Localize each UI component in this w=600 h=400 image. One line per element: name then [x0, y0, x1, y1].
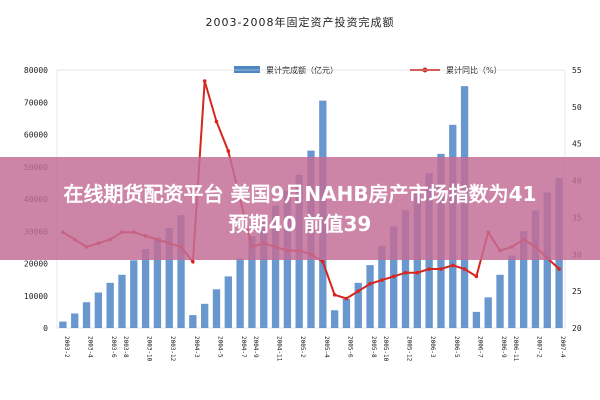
bar [130, 260, 138, 328]
bar [260, 221, 268, 328]
bar [378, 245, 386, 328]
line-point [415, 270, 420, 275]
line-point [462, 267, 467, 271]
bar [141, 248, 150, 328]
line-point [202, 79, 207, 83]
line-point [332, 293, 337, 297]
x-tick-label: 2005-6 [346, 336, 353, 358]
x-tick-label: 2006-5 [453, 336, 460, 358]
bar [401, 210, 410, 328]
bar [106, 282, 114, 328]
x-tick-label: 2004-11 [276, 336, 283, 362]
headline-line-2: 预期40 前值39 [228, 211, 372, 236]
line-point [474, 274, 479, 279]
bar [71, 313, 79, 328]
line-point [439, 267, 443, 271]
x-tick-label: 2006-7 [476, 336, 483, 358]
x-tick-label: 2003-6 [110, 336, 117, 358]
bar [366, 265, 374, 328]
bar [543, 192, 551, 328]
right-tick-label: 20 [572, 324, 582, 333]
right-tick-label: 50 [572, 103, 582, 112]
bar [531, 210, 540, 328]
line-point [226, 149, 231, 153]
bar [354, 282, 362, 328]
bar [342, 298, 351, 328]
left-tick-label: 70000 [24, 98, 48, 107]
line-point [356, 289, 361, 293]
bar [177, 215, 185, 328]
x-axis: 2003-2 2003-4 2003-6 2003-8 2003-10 2003-12 20… [63, 336, 566, 362]
headline-banner: 在线期货配资平台 美国9月NAHB房产市场指数为41 预期40 前值39 [0, 157, 600, 260]
line-point [403, 270, 408, 275]
x-tick-label: 2006-3 [429, 336, 436, 358]
bar [413, 192, 421, 328]
x-tick-label: 2005-10 [382, 336, 389, 362]
line-point [557, 267, 561, 271]
bar [519, 231, 528, 328]
x-tick-label: 2003-12 [169, 336, 176, 362]
x-tick-label: 2003-4 [87, 336, 94, 358]
left-tick-label: 60000 [24, 131, 48, 140]
chart-title: 2003-2008年固定资产投资完成额 [206, 15, 395, 29]
bar [212, 289, 221, 328]
bar [236, 258, 244, 328]
line-point [214, 119, 219, 124]
bar [153, 237, 162, 328]
x-tick-label: 2006-9 [500, 336, 507, 358]
line-point [321, 259, 325, 264]
x-tick-label: 2004-9 [252, 336, 259, 358]
bar [271, 205, 280, 328]
bar [330, 310, 339, 328]
bar [472, 311, 481, 328]
right-tick-label: 25 [572, 287, 582, 296]
right-tick-label: 55 [572, 66, 582, 75]
bar [496, 274, 504, 328]
x-tick-label: 2006-11 [512, 336, 519, 362]
line-point [391, 274, 396, 279]
x-tick-label: 2004-7 [240, 336, 247, 358]
x-tick-label: 2005-12 [406, 336, 413, 362]
x-tick-label: 2007-2 [535, 336, 542, 358]
bar [82, 302, 91, 328]
bar [165, 228, 173, 328]
bar [201, 303, 209, 328]
x-tick-label: 2003-2 [63, 336, 70, 358]
headline-line-1: 在线期货配资平台 美国9月NAHB房产市场指数为41 [63, 181, 537, 206]
x-tick-label: 2007-4 [559, 336, 566, 358]
line-point [450, 263, 455, 268]
x-tick-label: 2003-8 [122, 336, 129, 358]
bar [484, 297, 492, 328]
left-tick-label: 0 [43, 324, 48, 333]
x-tick-label: 2003-10 [146, 336, 153, 362]
left-tick-label: 10000 [24, 292, 48, 301]
line-point [380, 278, 384, 282]
line-point [368, 281, 372, 286]
line-point [191, 259, 195, 264]
bar [59, 321, 67, 328]
left-tick-label: 20000 [24, 260, 48, 269]
bar [224, 276, 232, 328]
left-tick-label: 80000 [24, 66, 48, 75]
line-point [427, 267, 431, 271]
x-tick-label: 2005-8 [370, 336, 377, 358]
bar [189, 315, 197, 328]
bar [94, 292, 103, 328]
bar [118, 274, 126, 328]
legend-bar-swatch [234, 66, 260, 73]
line-point [344, 296, 349, 301]
right-tick-label: 45 [572, 140, 582, 149]
x-tick-label: 2004-5 [216, 336, 223, 358]
x-tick-label: 2005-4 [323, 336, 330, 358]
x-tick-label: 2004-3 [193, 336, 200, 358]
bar [508, 255, 516, 328]
x-tick-label: 2005-2 [299, 336, 306, 358]
bar [248, 236, 256, 328]
